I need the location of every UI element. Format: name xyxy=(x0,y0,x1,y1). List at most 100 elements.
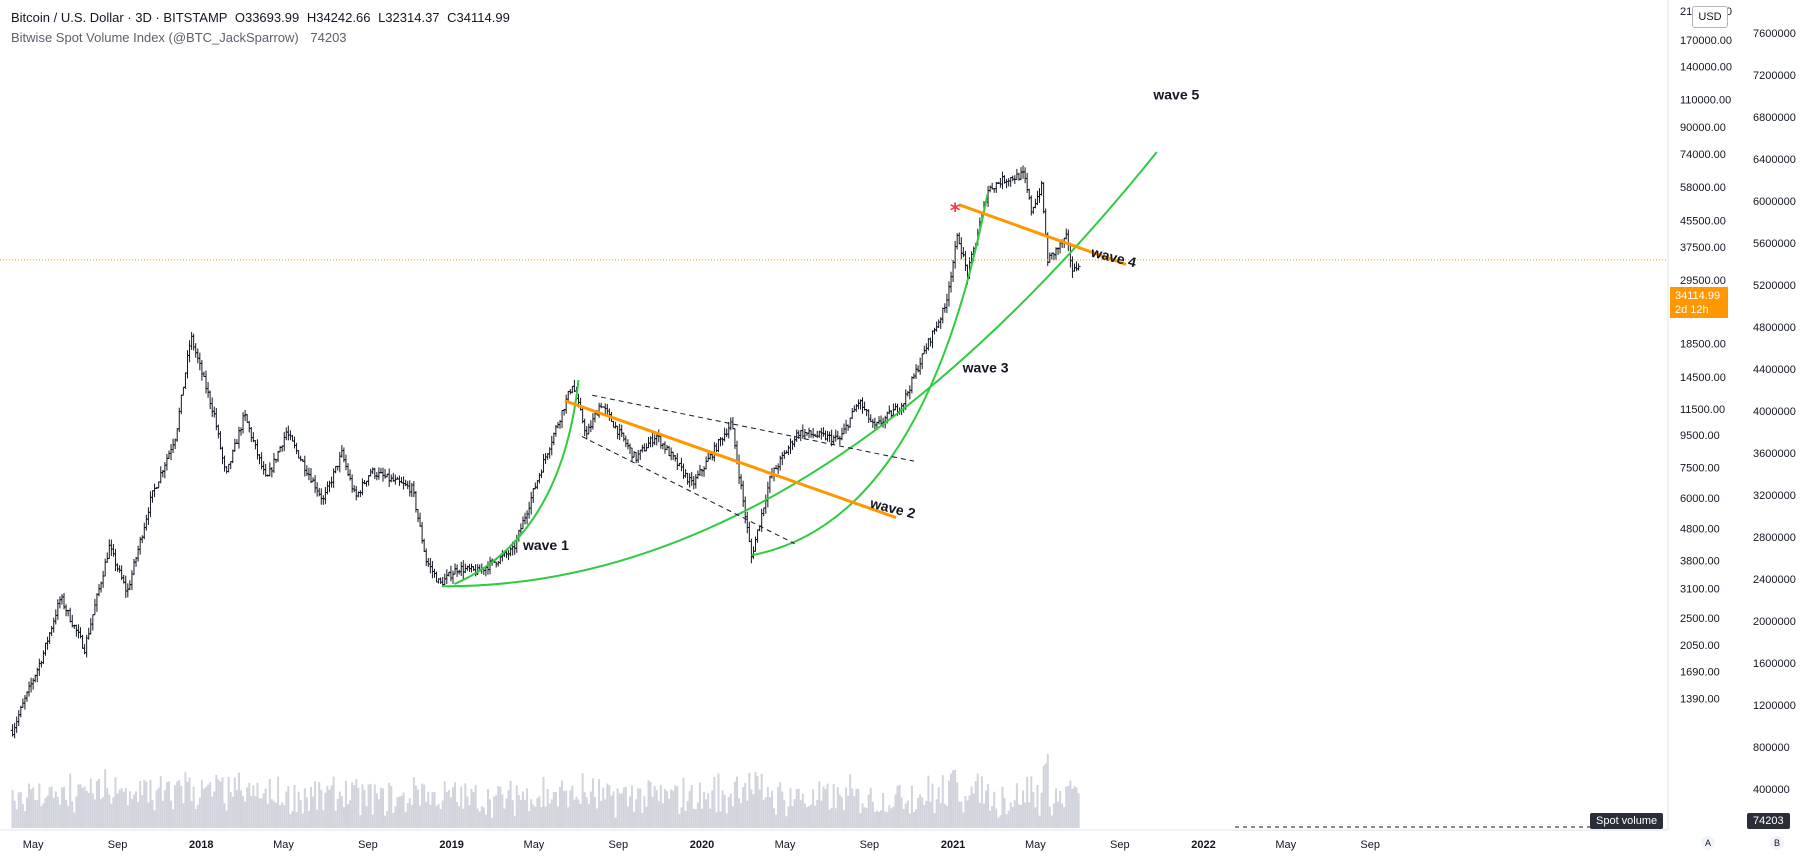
volume-bar xyxy=(349,800,352,828)
volume-bar xyxy=(958,801,961,828)
auto-scale-button[interactable]: A xyxy=(1701,836,1715,850)
volume-bar xyxy=(612,791,615,828)
volume-bar xyxy=(172,809,175,828)
volume-bar xyxy=(231,796,234,828)
volume-bar xyxy=(663,788,666,828)
volume-bar xyxy=(548,803,551,828)
volume-bar xyxy=(791,805,794,828)
volume-bar xyxy=(643,795,646,828)
volume-bar xyxy=(882,793,885,828)
volume-bar xyxy=(783,800,786,828)
volume-bar xyxy=(707,793,710,828)
volume-bar xyxy=(521,791,524,828)
volume-bar xyxy=(1038,815,1041,828)
volume-bar xyxy=(268,779,271,828)
volume-bar xyxy=(38,783,41,828)
volume-bar xyxy=(419,805,422,828)
volume-bar xyxy=(947,780,950,828)
volume-bar xyxy=(421,783,424,828)
volume-bar xyxy=(733,781,736,828)
volume-bar xyxy=(814,805,817,828)
volume-bar xyxy=(324,792,327,828)
volume-bar xyxy=(898,784,901,828)
wave-1-curve xyxy=(453,379,580,586)
price-axis-tick: 6000.00 xyxy=(1680,493,1720,505)
volume-bar xyxy=(476,808,479,828)
indicator-row: Bitwise Spot Volume Index (@BTC_JackSpar… xyxy=(11,28,510,48)
volume-bar xyxy=(587,803,590,828)
wave-4-trendline xyxy=(958,203,1127,266)
volume-bar xyxy=(128,791,131,828)
volume-bar xyxy=(552,792,555,828)
volume-bar xyxy=(917,797,920,828)
volume-bar xyxy=(474,785,477,828)
volume-bar xyxy=(565,790,568,828)
volume-bar xyxy=(451,787,454,828)
spot-volume-label: Spot volume xyxy=(1590,813,1664,829)
volume-bar xyxy=(840,797,843,828)
volume-bar xyxy=(159,776,162,828)
volume-bar xyxy=(596,808,599,828)
volume-bar xyxy=(657,800,660,828)
volume-bar xyxy=(976,773,979,828)
volume-bar xyxy=(880,810,883,828)
volume-bar xyxy=(750,789,753,828)
volume-bar xyxy=(760,773,763,828)
volume-bar xyxy=(653,786,656,828)
volume-bar xyxy=(44,797,47,828)
volume-bar xyxy=(50,786,53,828)
volume-bar xyxy=(777,787,780,828)
price-axis-tick: 140000.00 xyxy=(1680,61,1732,73)
volume-bar xyxy=(336,798,339,828)
volume-bar xyxy=(591,778,594,828)
high-value: H34242.66 xyxy=(306,10,371,25)
volume-bar xyxy=(170,800,173,828)
volume-bar xyxy=(808,806,811,828)
time-axis-tick: May xyxy=(524,839,545,851)
volume-bar xyxy=(766,787,769,828)
volume-bar xyxy=(884,811,887,828)
volume-bar xyxy=(935,799,938,828)
volume-bar xyxy=(147,802,150,828)
volume-axis-tick: 6800000 xyxy=(1753,112,1796,124)
volume-bar xyxy=(1030,776,1033,828)
volume-bar xyxy=(505,798,508,828)
volume-bar xyxy=(680,807,683,828)
volume-bar xyxy=(742,787,745,828)
volume-bar xyxy=(528,810,531,828)
volume-bar xyxy=(713,776,716,828)
time-axis-tick: Sep xyxy=(1110,839,1130,851)
volume-bar xyxy=(272,800,275,828)
volume-bar xyxy=(686,801,689,828)
volume-bar xyxy=(779,782,782,828)
volume-bar xyxy=(824,789,827,828)
indicator-name[interactable]: Bitwise Spot Volume Index (@BTC_JackSpar… xyxy=(11,30,299,45)
volume-bar xyxy=(184,772,187,828)
spot-volume-value: 74203 xyxy=(1747,813,1790,829)
volume-bar xyxy=(497,786,500,828)
volume-bar xyxy=(637,788,640,828)
volume-bar xyxy=(196,804,199,828)
wave-annotation: wave 3 xyxy=(962,359,1009,375)
symbol-title[interactable]: Bitcoin / U.S. Dollar · 3D · BITSTAMP xyxy=(11,10,228,25)
log-scale-button[interactable]: B xyxy=(1770,836,1784,850)
price-axis-tick: 74000.00 xyxy=(1680,149,1726,161)
volume-axis-tick: 2800000 xyxy=(1753,532,1796,544)
volume-bar xyxy=(373,784,376,828)
volume-bar xyxy=(608,785,611,828)
volume-bar xyxy=(260,798,263,828)
volume-bar xyxy=(1017,804,1020,828)
volume-bar xyxy=(36,800,39,828)
volume-axis-tick: 400000 xyxy=(1753,784,1790,796)
volume-bar xyxy=(645,806,648,828)
volume-bar xyxy=(377,799,380,828)
currency-button[interactable]: USD xyxy=(1692,6,1728,28)
volume-bar xyxy=(316,809,319,828)
volume-bar xyxy=(484,814,487,828)
volume-bar xyxy=(392,813,395,828)
volume-bar xyxy=(34,799,37,828)
volume-bar xyxy=(836,787,839,828)
volume-bar xyxy=(524,799,527,828)
volume-bar xyxy=(989,810,992,828)
